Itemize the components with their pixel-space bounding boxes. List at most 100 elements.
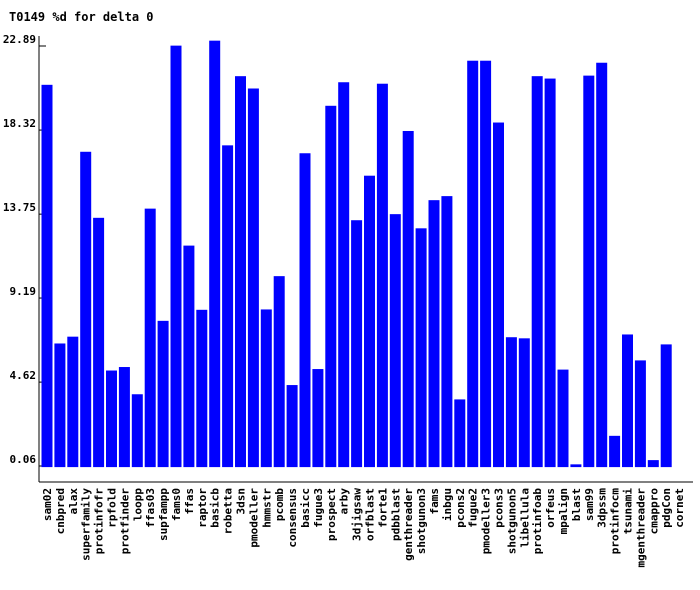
y-tick-label: 22.89 — [3, 33, 36, 46]
x-tick-label: mpalign — [557, 488, 570, 534]
x-tick-label: pcomb — [273, 488, 286, 521]
bars — [41, 40, 672, 468]
x-tick-label: forte1 — [376, 488, 389, 528]
bar — [170, 45, 182, 468]
y-tick-label: 13.75 — [3, 201, 36, 214]
x-tick-label: inbgu — [441, 488, 454, 521]
bar — [273, 276, 285, 468]
x-tick-label: pcons3 — [493, 488, 506, 528]
x-tick-label: sam02 — [41, 488, 54, 521]
bar — [222, 145, 234, 468]
bar — [93, 217, 105, 468]
bar — [441, 196, 453, 468]
x-tick-label: protfinder — [118, 488, 131, 555]
bar — [338, 82, 350, 468]
x-tick-label: fams — [428, 488, 441, 515]
bar — [325, 105, 337, 468]
bar — [505, 337, 517, 468]
bar — [67, 336, 79, 468]
bar — [364, 175, 375, 468]
bar — [260, 309, 272, 468]
x-tick-label: 3djigsaw — [351, 488, 364, 541]
bar — [389, 214, 401, 468]
bar — [622, 334, 633, 468]
x-tick-label: blast — [570, 488, 583, 521]
x-tick-label: protinfoab — [531, 488, 544, 555]
x-tick-label: cnbpred — [54, 488, 67, 534]
x-tick-label: pmodeller — [247, 488, 260, 548]
x-tick-label: 3dsn — [235, 488, 248, 515]
bar — [480, 60, 492, 468]
bar — [312, 369, 324, 468]
bar — [286, 385, 298, 468]
x-tick-label: orfeus — [544, 488, 557, 528]
bar — [41, 84, 53, 468]
bar — [531, 76, 543, 468]
x-tick-label: pmodeller3 — [480, 488, 493, 554]
x-tick-label: sam99 — [583, 488, 596, 521]
bar — [235, 76, 246, 468]
x-tick-label: protinfofr — [93, 488, 106, 555]
x-tick-label: pcons2 — [454, 488, 467, 528]
chart-title: T0149 %d for delta 0 — [9, 10, 154, 24]
bar — [428, 200, 440, 468]
x-tick-label: robetta — [222, 488, 235, 534]
bar — [196, 309, 208, 468]
y-tick-label: 18.32 — [3, 117, 36, 130]
x-tick-label: ffas03 — [144, 488, 157, 528]
x-tick-label: mgenthreader — [634, 488, 647, 568]
x-tick-label: tsunami — [622, 488, 635, 535]
x-tick-label: pdgCon — [660, 488, 673, 528]
x-tick-label: arby — [338, 488, 351, 515]
x-tick-label: cmappro — [647, 488, 660, 535]
bar — [518, 338, 530, 468]
x-tick-label: libellula — [518, 488, 531, 548]
x-tick-label: basicb — [209, 488, 222, 528]
y-tick-label: 4.62 — [10, 369, 37, 382]
x-tick-label: alax — [67, 488, 80, 515]
bar — [596, 62, 608, 468]
bar — [131, 394, 143, 468]
x-tick-label: protinfocm — [609, 488, 622, 555]
x-tick-label: rpfold — [106, 488, 119, 528]
bar — [467, 60, 479, 468]
x-tick-label: ffas — [183, 488, 196, 515]
y-tick-label: 9.19 — [10, 285, 37, 298]
x-tick-label: consensus — [286, 488, 299, 548]
bar — [376, 83, 388, 468]
x-tick-label: hmmstr — [260, 488, 273, 528]
bar — [351, 220, 363, 468]
bar — [299, 153, 311, 468]
x-tick-label: fugue3 — [312, 488, 325, 528]
x-tick-label: loopp — [131, 488, 144, 521]
bar — [660, 344, 672, 468]
bar — [157, 320, 169, 468]
x-tick-label: pdbblast — [389, 488, 402, 541]
x-tick-label: shotgunon3 — [415, 488, 428, 554]
bar — [583, 75, 595, 468]
bar — [647, 460, 659, 468]
bar — [247, 88, 259, 468]
bar — [454, 399, 466, 468]
x-tick-label: cornet — [673, 488, 686, 528]
y-tick-label: 0.06 — [10, 453, 37, 466]
x-tick-label: orfblast — [364, 488, 377, 541]
bar — [634, 360, 646, 468]
bar — [415, 228, 427, 468]
bar — [183, 245, 195, 468]
x-tick-label: 3dpssm — [596, 488, 609, 528]
bar — [493, 122, 504, 468]
x-tick-label: genthreader — [402, 488, 415, 561]
bar — [544, 78, 556, 468]
bar — [106, 370, 117, 468]
x-tick-label: superfamily — [80, 488, 93, 561]
bar — [54, 343, 66, 468]
bar — [557, 369, 569, 468]
bar — [209, 40, 221, 468]
x-tick-label: shotgunon5 — [505, 488, 518, 554]
x-axis-labels: sam02 cnbpred alax superfamily protinfofr rpf… — [41, 488, 686, 568]
bar — [609, 435, 621, 468]
bar — [118, 367, 130, 468]
bar — [80, 151, 92, 468]
